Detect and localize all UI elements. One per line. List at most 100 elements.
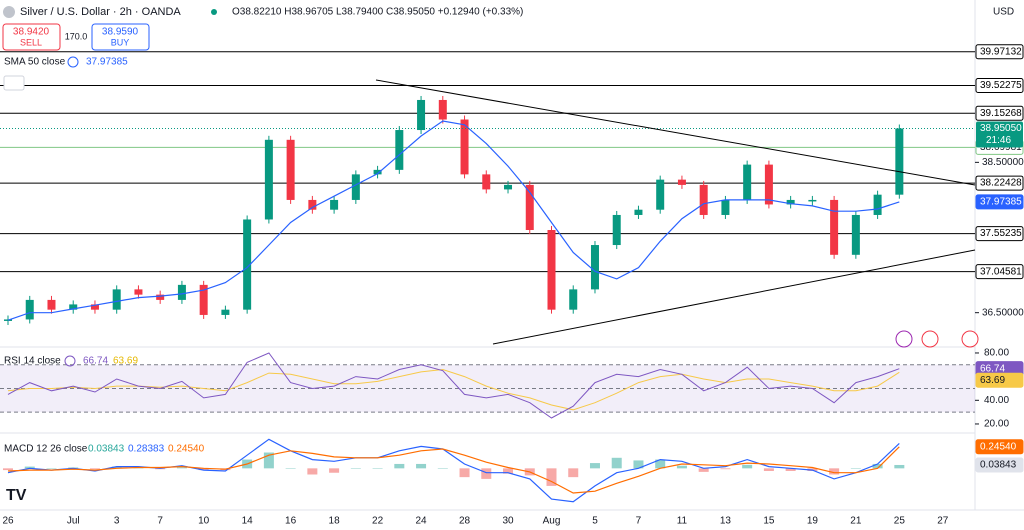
x-tick-label: 16 — [285, 516, 297, 527]
sell-button[interactable]: 38.9420 SELL — [2, 23, 61, 51]
histogram-bar — [589, 463, 600, 469]
histogram-bar — [459, 468, 470, 478]
x-tick-label: 26 — [2, 516, 14, 527]
candle — [351, 174, 360, 200]
buy-label[interactable]: BUY — [111, 37, 130, 47]
histogram-bar — [829, 468, 840, 475]
histogram-bar — [850, 468, 861, 469]
y-tick-label: 40.00 — [984, 395, 1009, 406]
level-label-box — [975, 77, 1024, 93]
macd-legend-value: 0.28383 — [128, 444, 165, 455]
level-label-box — [975, 44, 1024, 60]
candle — [525, 184, 534, 230]
histogram-bar — [633, 460, 644, 469]
candle — [504, 184, 513, 190]
histogram-bar — [176, 467, 187, 469]
buy-button[interactable]: 38.9590 BUY — [91, 23, 150, 51]
x-tick-label: 7 — [636, 516, 642, 527]
market-status — [211, 9, 217, 15]
x-tick-label: 27 — [937, 516, 949, 527]
y-tick-label: 80.00 — [984, 348, 1009, 359]
candle — [547, 230, 556, 310]
level-label: 37.04581 — [980, 266, 1022, 277]
candle — [156, 294, 165, 300]
signal-legend-value: 0.24540 — [168, 444, 205, 455]
histogram-bar — [676, 465, 687, 469]
histogram-bar — [46, 468, 57, 469]
histogram-bar — [437, 468, 448, 469]
candle — [851, 214, 860, 255]
candle — [134, 289, 143, 295]
sell-box[interactable] — [2, 23, 61, 51]
buy-price[interactable]: 38.9590 — [102, 27, 139, 38]
x-tick-label: 10 — [198, 516, 210, 527]
histogram-bar — [263, 452, 274, 469]
histogram-bar — [111, 466, 122, 469]
event-icon[interactable] — [895, 330, 913, 348]
x-tick-label: 13 — [720, 516, 732, 527]
x-tick-label: Aug — [543, 516, 561, 527]
x-tick-label: 3 — [114, 516, 120, 527]
sell-price[interactable]: 38.9420 — [13, 27, 50, 38]
rsi-ma-label: 63.69 — [980, 375, 1005, 386]
histogram-bar — [285, 468, 296, 469]
spread: 170.0 — [65, 31, 88, 41]
currency[interactable]: USD — [993, 7, 1014, 18]
candle — [243, 219, 252, 310]
signal-label-box — [975, 439, 1024, 455]
histogram-bar — [655, 459, 666, 469]
buy-box[interactable] — [91, 23, 150, 51]
candle — [699, 184, 708, 215]
countdown: 21:46 — [986, 135, 1011, 146]
rsi-ma-legend-value: 63.69 — [113, 356, 138, 367]
signal-label: 0.24540 — [980, 441, 1017, 452]
histogram-bar — [698, 468, 709, 472]
trendline — [375, 79, 976, 186]
collapse-button[interactable] — [3, 75, 25, 91]
candle — [25, 299, 34, 320]
candle — [590, 245, 599, 290]
series-line — [7, 446, 900, 494]
plot-area — [0, 51, 975, 503]
macd-legend: MACD 12 26 close — [4, 444, 88, 455]
histogram-bar — [720, 468, 731, 470]
x-tick-label: Jul — [67, 516, 80, 527]
x-tick-label: 15 — [763, 516, 775, 527]
candle — [438, 99, 447, 120]
hist-label-box — [975, 457, 1024, 473]
settings-icon[interactable] — [67, 56, 79, 68]
candle — [90, 304, 99, 310]
symbol-icon — [3, 6, 15, 18]
level-label-box — [975, 175, 1024, 191]
candle — [395, 130, 404, 170]
candle — [721, 199, 730, 215]
x-tick-label: 21 — [850, 516, 862, 527]
rsi-legend-value: 66.74 — [83, 356, 108, 367]
x-tick-label: 5 — [592, 516, 598, 527]
sma-label-box — [975, 194, 1024, 210]
event-icon[interactable] — [921, 330, 939, 348]
candle — [569, 289, 578, 310]
candle — [199, 284, 208, 315]
series-line — [7, 120, 900, 321]
candle — [612, 214, 621, 246]
histogram-bar — [546, 468, 557, 486]
candle — [47, 299, 56, 310]
event-icon[interactable] — [961, 330, 979, 348]
candle — [895, 128, 904, 195]
sell-label[interactable]: SELL — [20, 37, 42, 47]
settings-icon[interactable] — [64, 355, 76, 367]
histogram-bar — [416, 463, 427, 469]
histogram-bar — [89, 468, 100, 470]
series-line — [7, 368, 900, 411]
candle — [482, 174, 491, 190]
candle — [656, 179, 665, 210]
trendline — [492, 249, 976, 345]
histogram-bar — [481, 468, 492, 479]
candle — [786, 199, 795, 205]
level-label: 38.22428 — [980, 178, 1022, 189]
histogram-bar — [350, 468, 361, 469]
x-tick-label: 18 — [329, 516, 341, 527]
histogram-bar — [329, 468, 340, 473]
histogram-bar — [24, 466, 35, 469]
